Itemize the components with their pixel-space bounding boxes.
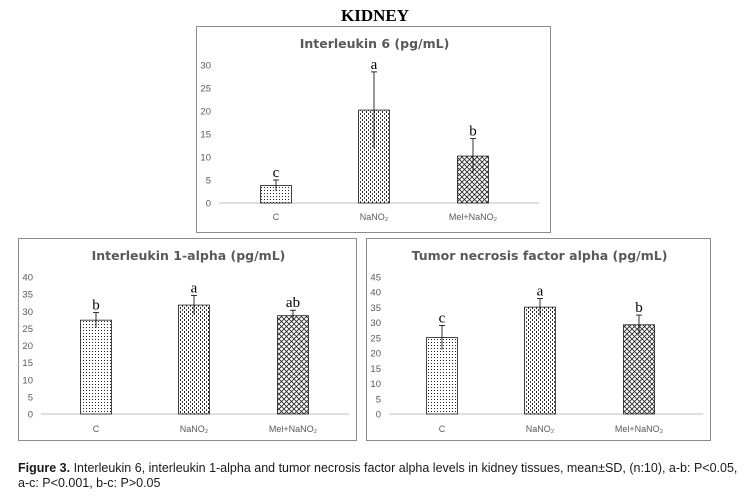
bar-nano bbox=[178, 304, 210, 415]
y-tick-label: 10 bbox=[200, 153, 211, 164]
chart-interleukin-6: Interleukin 6 (pg/mL) 0 5 10 15 20 25 30 c Ca NaNO… bbox=[200, 36, 539, 222]
caption-text: Interleukin 6, interleukin 1-alpha and t… bbox=[18, 461, 738, 490]
bar-mel-nano bbox=[623, 324, 655, 415]
significance-label: c bbox=[439, 310, 446, 326]
y-tick-label: 10 bbox=[370, 379, 381, 390]
significance-label: ab bbox=[286, 295, 300, 311]
y-tick-label: 40 bbox=[370, 288, 381, 299]
y-tick-label: 35 bbox=[370, 303, 381, 314]
chart-title: Interleukin 6 (pg/mL) bbox=[300, 36, 450, 51]
chart-title: Tumor necrosis factor alpha (pg/mL) bbox=[412, 248, 668, 263]
significance-label: c bbox=[273, 165, 280, 181]
bar-nano bbox=[524, 306, 556, 415]
y-tick-label: 15 bbox=[22, 358, 33, 369]
significance-label: b bbox=[469, 124, 477, 140]
y-tick-label: 15 bbox=[200, 130, 211, 141]
y-tick-label: 15 bbox=[370, 364, 381, 375]
y-tick-label: 35 bbox=[22, 290, 33, 301]
category-label: NaNO₂ bbox=[180, 424, 209, 434]
category-label: Mel+NaNO₂ bbox=[449, 212, 498, 222]
category-label: NaNO₂ bbox=[360, 212, 389, 222]
chart-title: Interleukin 1-alpha (pg/mL) bbox=[92, 248, 286, 263]
y-tick-label: 45 bbox=[370, 273, 381, 284]
figure-caption: Figure 3. Interleukin 6, interleukin 1-a… bbox=[18, 461, 743, 491]
y-tick-label: 20 bbox=[370, 349, 381, 360]
y-tick-label: 10 bbox=[22, 375, 33, 386]
category-label: C bbox=[439, 424, 446, 434]
chart-tnf-alpha: Tumor necrosis factor alpha (pg/mL) 0 5 10 1… bbox=[370, 248, 703, 434]
y-tick-label: 25 bbox=[200, 84, 211, 95]
y-tick-label: 5 bbox=[376, 394, 381, 405]
category-label: NaNO₂ bbox=[526, 424, 555, 434]
y-tick-label: 0 bbox=[376, 410, 381, 421]
significance-label: b bbox=[92, 298, 100, 314]
y-tick-label: 20 bbox=[22, 341, 33, 352]
chart-interleukin-1-alpha: Interleukin 1-alpha (pg/mL) 0 5 10 15 20 25 30 3… bbox=[22, 248, 349, 434]
category-label: C bbox=[93, 424, 100, 434]
category-label: Mel+NaNO₂ bbox=[269, 424, 318, 434]
y-tick-label: 0 bbox=[28, 410, 33, 421]
category-label: Mel+NaNO₂ bbox=[615, 424, 664, 434]
y-tick-label: 30 bbox=[370, 318, 381, 329]
significance-label: a bbox=[191, 280, 198, 296]
category-label: C bbox=[273, 212, 280, 222]
bar-c bbox=[80, 319, 112, 415]
y-tick-label: 0 bbox=[206, 199, 211, 210]
y-tick-label: 25 bbox=[22, 324, 33, 335]
chart-panel-tnf-alpha: Tumor necrosis factor alpha (pg/mL) 0 5 10 1… bbox=[366, 238, 711, 441]
chart-panel-interleukin-1-alpha: Interleukin 1-alpha (pg/mL) 0 5 10 15 20 25 30 3… bbox=[18, 238, 357, 441]
significance-label: a bbox=[371, 57, 378, 73]
y-tick-label: 25 bbox=[370, 333, 381, 344]
figure-title: KIDNEY bbox=[340, 6, 409, 25]
significance-label: b bbox=[635, 300, 643, 316]
y-tick-label: 5 bbox=[206, 176, 211, 187]
y-tick-label: 5 bbox=[28, 392, 33, 403]
y-tick-label: 40 bbox=[22, 273, 33, 284]
y-tick-label: 30 bbox=[22, 307, 33, 318]
y-tick-label: 30 bbox=[200, 61, 211, 72]
bar-mel-nano bbox=[277, 315, 309, 415]
significance-label: a bbox=[537, 284, 544, 300]
y-tick-label: 20 bbox=[200, 107, 211, 118]
caption-label: Figure 3. bbox=[18, 461, 71, 475]
